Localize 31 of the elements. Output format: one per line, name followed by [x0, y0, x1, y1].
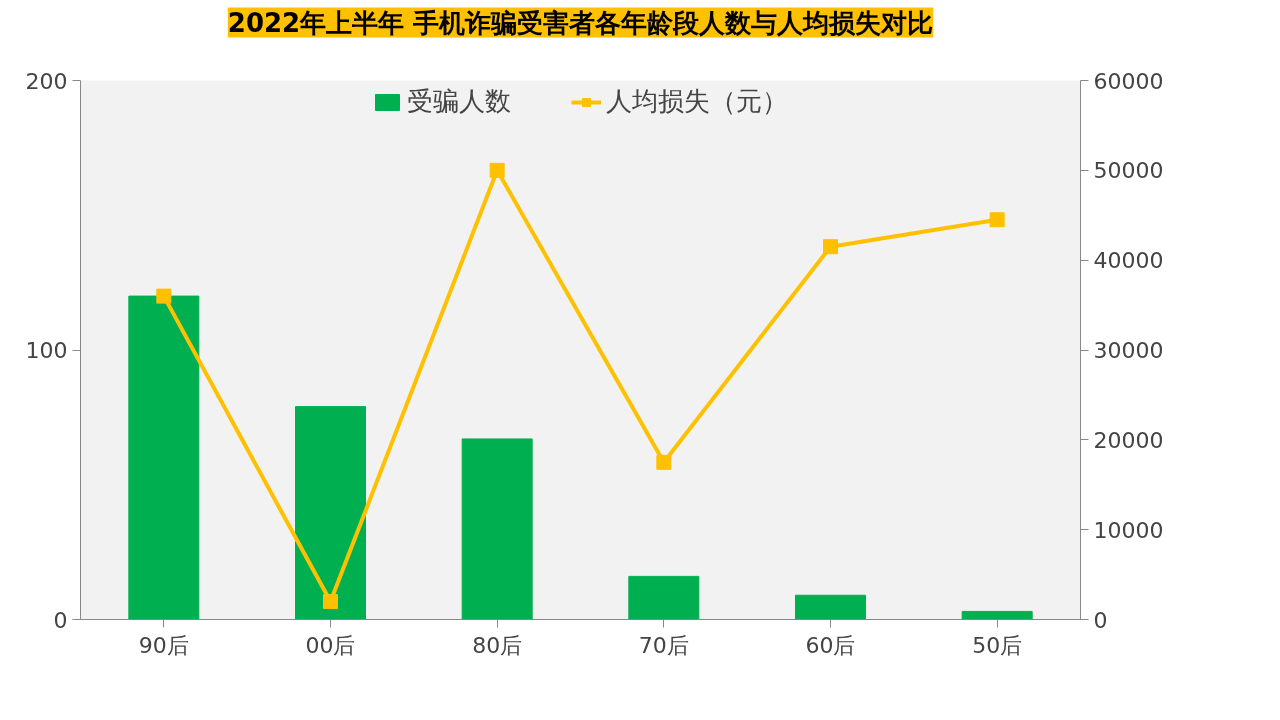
point: [823, 239, 838, 255]
chart-title: 2022年上半年 手机诈骗受害者各年龄段人数与人均损失对比: [227, 7, 934, 38]
bar: [628, 575, 700, 620]
bar: [961, 610, 1033, 620]
legend-label: 受骗人数: [407, 85, 511, 118]
y-tick-label: 0: [53, 607, 68, 633]
y-tick-label: 200: [25, 68, 68, 94]
point: [156, 288, 172, 304]
x-tick-label: 80后: [472, 632, 523, 658]
y2-tick-label: 0: [1093, 607, 1108, 633]
x-tick-label: 00后: [305, 632, 356, 658]
bar: [128, 295, 200, 620]
y2-tick-label: 50000: [1093, 158, 1164, 184]
x-tick-label: 60后: [805, 632, 856, 658]
y2-tick-label: 60000: [1093, 68, 1164, 94]
y2-tick-label: 40000: [1093, 248, 1164, 274]
legend-label: 人均损失（元）: [606, 85, 788, 118]
x-tick-label: 50后: [972, 632, 1023, 658]
x-tick-label: 70后: [638, 632, 689, 658]
point: [323, 594, 338, 610]
point: [989, 212, 1005, 228]
x-tick-label: 90后: [138, 632, 189, 658]
y2-tick-label: 20000: [1093, 427, 1164, 453]
bar: [295, 406, 366, 620]
point: [489, 162, 505, 178]
bar: [461, 438, 533, 620]
bar: [795, 594, 866, 620]
y-tick-label: 100: [25, 338, 68, 363]
point: [656, 454, 672, 470]
y2-tick-label: 10000: [1093, 517, 1164, 543]
y2-tick-label: 30000: [1093, 338, 1164, 363]
